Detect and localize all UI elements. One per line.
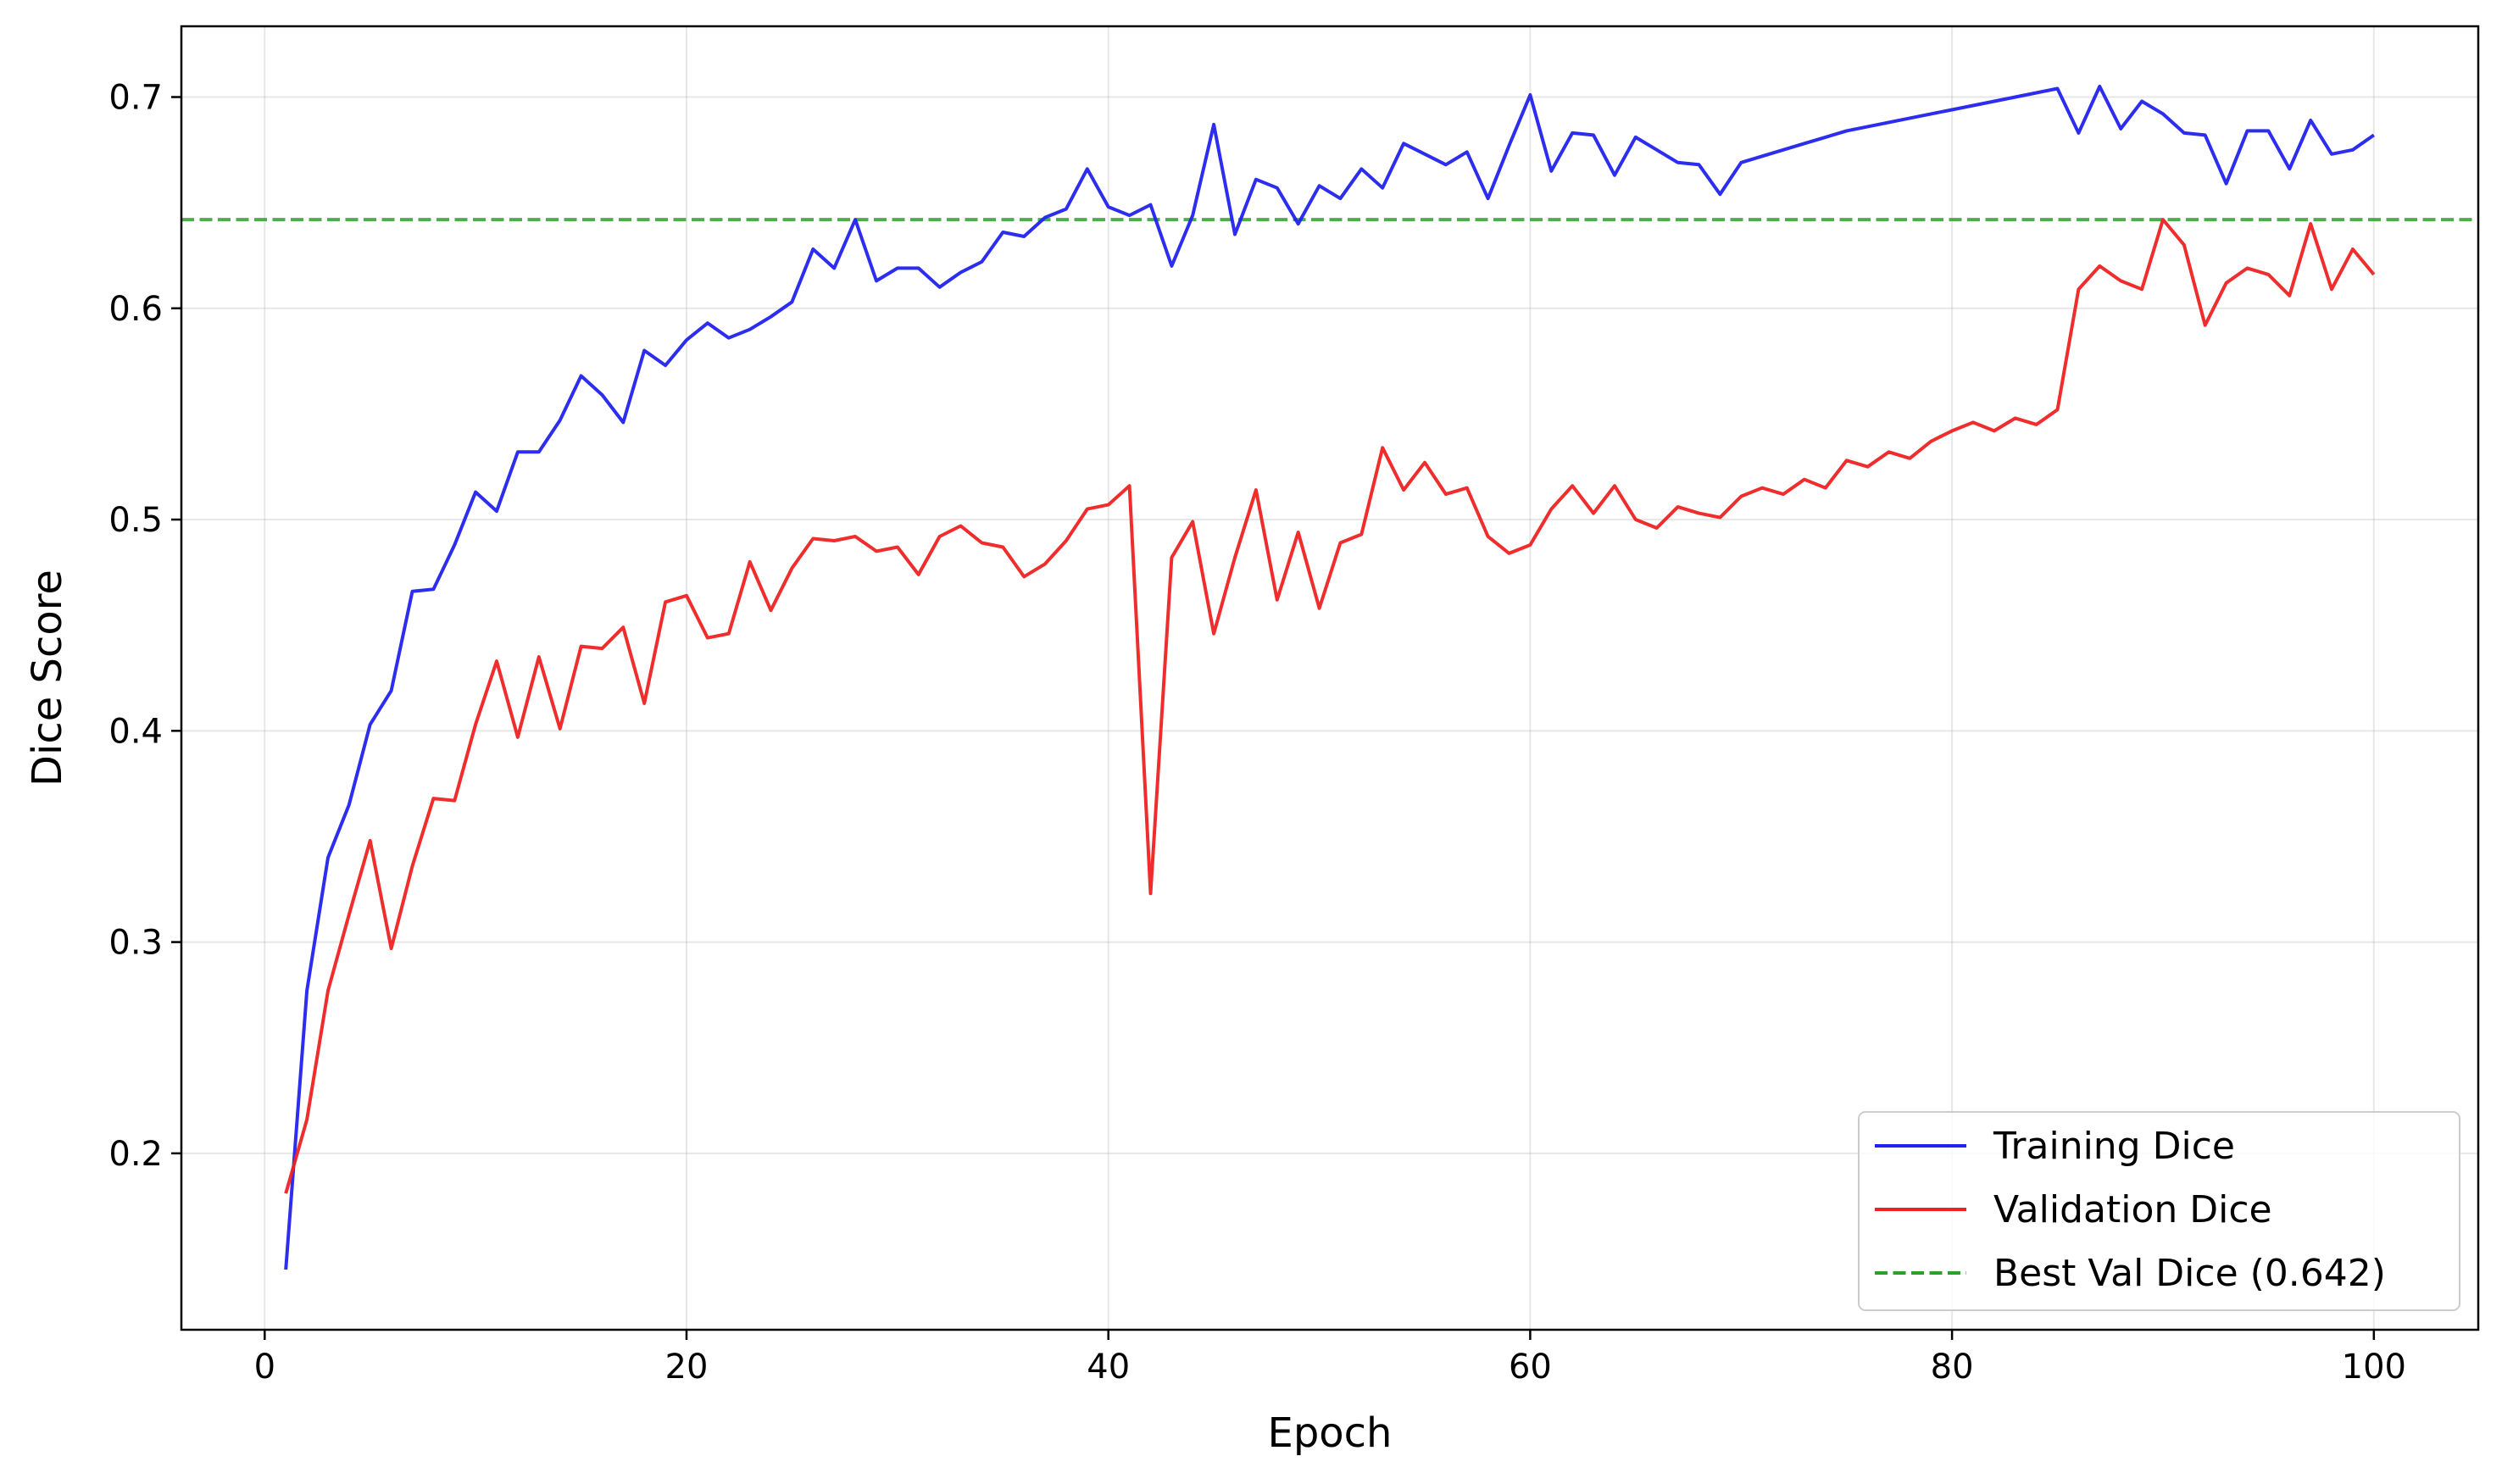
- y-tick-label: 0.4: [108, 712, 163, 751]
- y-tick-label: 0.2: [108, 1135, 163, 1174]
- x-tick-label: 20: [665, 1348, 709, 1387]
- plot-frame: [180, 25, 2480, 1331]
- validation-dice-line: [284, 218, 2376, 1194]
- x-tick-label: 40: [1087, 1348, 1130, 1387]
- x-tick-label: 100: [2342, 1348, 2406, 1387]
- legend-frame: [1858, 1111, 2460, 1311]
- x-axis-label: Epoch: [1268, 1409, 1393, 1457]
- y-tick-label: 0.3: [108, 924, 163, 963]
- y-tick-label: 0.5: [108, 501, 163, 540]
- legend-label-best-val-dice-0-642: Best Val Dice (0.642): [1993, 1252, 2386, 1295]
- x-tick-label: 80: [1931, 1348, 1974, 1387]
- x-tick-label: 60: [1509, 1348, 1552, 1387]
- y-tick-label: 0.6: [108, 290, 163, 329]
- x-tick-label: 0: [254, 1348, 275, 1387]
- y-tick-label: 0.7: [108, 79, 163, 118]
- x-axis-ticks: 0 20 40 60 80 100: [254, 1330, 2406, 1387]
- series-lines: [284, 85, 2376, 1270]
- legend: Training Dice Validation Dice Best Val Dic…: [1858, 1111, 2460, 1311]
- training-dice-line: [284, 85, 2375, 1270]
- legend-label-training-dice: Training Dice: [1993, 1125, 2235, 1168]
- legend-label-validation-dice: Validation Dice: [1993, 1188, 2272, 1231]
- y-axis-label: Dice Score: [24, 570, 71, 786]
- y-axis-ticks: 0.2 0.3 0.4 0.5 0.6 0.7: [108, 79, 181, 1174]
